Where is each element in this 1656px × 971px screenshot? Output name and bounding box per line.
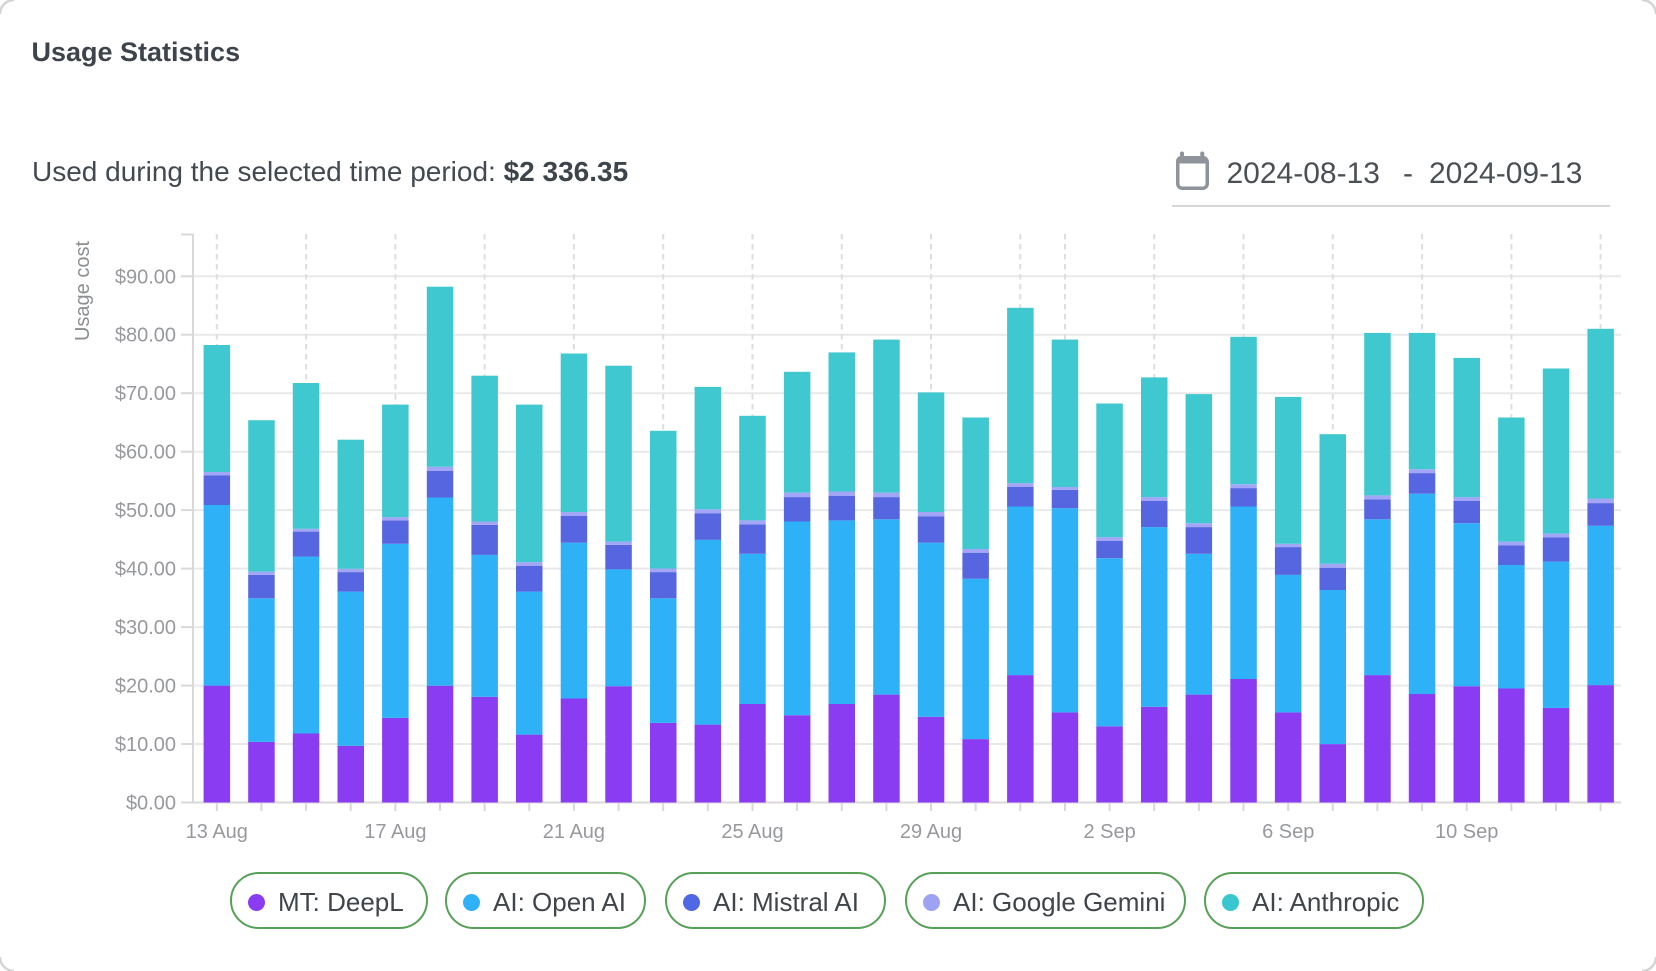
svg-text:$90.00: $90.00 <box>115 266 176 288</box>
svg-text:$40.00: $40.00 <box>115 559 176 581</box>
svg-text:$80.00: $80.00 <box>115 325 176 347</box>
svg-text:29 Aug: 29 Aug <box>900 821 962 843</box>
svg-text:25 Aug: 25 Aug <box>721 821 783 843</box>
svg-text:6 Sep: 6 Sep <box>1262 821 1314 843</box>
svg-text:$10.00: $10.00 <box>115 734 176 756</box>
svg-text:17 Aug: 17 Aug <box>364 821 426 843</box>
svg-text:$20.00: $20.00 <box>115 676 176 698</box>
svg-text:21 Aug: 21 Aug <box>543 821 605 843</box>
svg-text:$70.00: $70.00 <box>115 383 176 405</box>
svg-text:Usage cost: Usage cost <box>72 241 94 341</box>
svg-text:$50.00: $50.00 <box>115 500 176 522</box>
svg-text:13 Aug: 13 Aug <box>186 821 248 843</box>
svg-text:2 Sep: 2 Sep <box>1083 821 1135 843</box>
svg-text:10 Sep: 10 Sep <box>1435 821 1498 843</box>
svg-text:$0.00: $0.00 <box>126 793 176 815</box>
svg-text:$60.00: $60.00 <box>115 442 176 464</box>
svg-text:$30.00: $30.00 <box>115 617 176 639</box>
